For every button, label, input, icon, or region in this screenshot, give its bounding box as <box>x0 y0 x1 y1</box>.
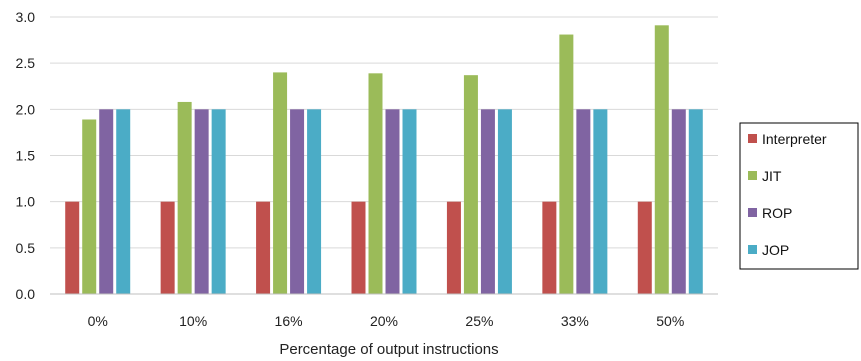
x-tick-label: 20% <box>370 313 398 329</box>
x-tick-label: 33% <box>561 313 589 329</box>
bar-interpreter-50pct <box>637 201 652 294</box>
x-tick-label: 50% <box>656 313 684 329</box>
bar-rop-0pct <box>99 109 114 294</box>
bar-interpreter-25pct <box>446 201 461 294</box>
bar-jit-16pct <box>273 72 288 295</box>
bar-rop-33pct <box>576 109 591 294</box>
x-axis-title: Percentage of output instructions <box>279 341 498 358</box>
bar-jop-25pct <box>497 109 512 294</box>
legend-swatch-jit <box>748 171 757 180</box>
x-tick-label: 25% <box>465 313 493 329</box>
bar-interpreter-20pct <box>351 201 366 294</box>
x-tick-labels: 0% 10% 16% 20% 25% 33% 50% <box>88 313 685 329</box>
bar-jop-16pct <box>307 109 322 294</box>
legend-box <box>739 122 859 270</box>
bar-jit-25pct <box>463 75 478 294</box>
legend-swatch-rop <box>748 208 757 217</box>
bars <box>65 25 703 295</box>
bar-jop-10pct <box>211 109 226 294</box>
y-tick-label: 0.0 <box>16 286 36 302</box>
y-tick-label: 0.5 <box>16 240 36 256</box>
legend-swatch-jop <box>748 245 757 254</box>
y-tick-label: 2.0 <box>16 101 36 117</box>
bar-jop-0pct <box>116 109 131 294</box>
legend-label-jit: JIT <box>762 168 782 184</box>
bar-rop-10pct <box>194 109 209 294</box>
legend-label-interpreter: Interpreter <box>762 131 827 147</box>
bar-interpreter-33pct <box>542 201 557 294</box>
bar-jop-50pct <box>688 109 703 294</box>
y-tick-label: 1.5 <box>16 148 36 164</box>
bar-rop-16pct <box>290 109 305 294</box>
bar-jit-50pct <box>654 25 669 295</box>
legend: Interpreter JIT ROP JOP <box>739 122 859 270</box>
bar-interpreter-16pct <box>256 201 271 294</box>
gridlines <box>50 16 718 249</box>
bar-jop-33pct <box>593 109 608 294</box>
y-tick-labels: 0.0 0.5 1.0 1.5 2.0 2.5 3.0 <box>16 9 36 302</box>
x-tick-label: 0% <box>88 313 108 329</box>
bar-rop-50pct <box>671 109 686 294</box>
bar-rop-20pct <box>385 109 400 294</box>
y-tick-label: 2.5 <box>16 55 36 71</box>
y-tick-label: 1.0 <box>16 194 36 210</box>
bar-jop-20pct <box>402 109 417 294</box>
legend-swatch-interpreter <box>748 134 757 143</box>
bar-jit-10pct <box>177 101 192 295</box>
legend-label-jop: JOP <box>762 242 789 258</box>
bar-jit-33pct <box>559 34 574 294</box>
bar-jit-20pct <box>368 73 383 294</box>
y-tick-label: 3.0 <box>16 9 36 25</box>
x-tick-label: 10% <box>179 313 207 329</box>
bar-rop-25pct <box>480 109 495 294</box>
legend-label-rop: ROP <box>762 205 792 221</box>
bar-interpreter-0pct <box>65 201 80 294</box>
bar-interpreter-10pct <box>160 201 175 294</box>
bar-jit-0pct <box>82 119 97 295</box>
x-tick-label: 16% <box>275 313 303 329</box>
